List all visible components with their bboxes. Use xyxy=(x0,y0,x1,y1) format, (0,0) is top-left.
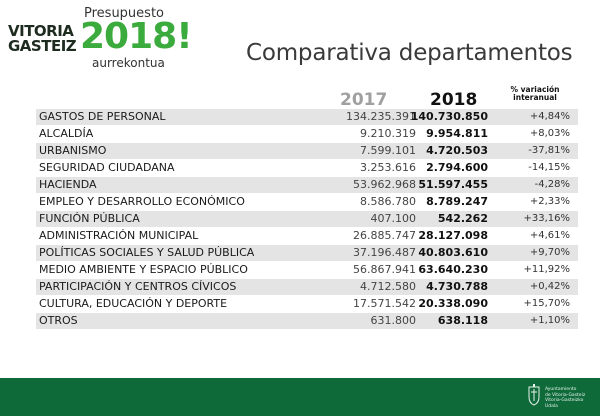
value-2018: 4.730.788 xyxy=(426,280,488,293)
value-2018: 140.730.850 xyxy=(410,110,488,123)
table-row: SEGURIDAD CIUDADANA 3.253.616 2.794.600 … xyxy=(36,160,578,177)
value-2018: 638.118 xyxy=(437,314,488,327)
value-2018: 28.127.098 xyxy=(418,229,488,242)
dept-name: OTROS xyxy=(39,314,78,327)
value-2018: 2.794.600 xyxy=(426,161,488,174)
value-2018: 542.262 xyxy=(437,212,488,225)
dept-name: ADMINISTRACIÓN MUNICIPAL xyxy=(39,229,199,242)
logo-city-line1: VITORIA xyxy=(8,22,74,40)
dept-name: EMPLEO Y DESARROLLO ECONÓMICO xyxy=(39,195,245,208)
coat-of-arms-icon xyxy=(528,384,540,406)
logo-year: 2018! xyxy=(80,16,193,57)
table-row: MEDIO AMBIENTE Y ESPACIO PÚBLICO 56.867.… xyxy=(36,262,578,279)
table-row: CULTURA, EDUCACIÓN Y DEPORTE 17.571.542 … xyxy=(36,296,578,313)
variation-pct: +4,84% xyxy=(529,111,570,122)
value-2017: 53.962.968 xyxy=(353,178,416,191)
value-2018: 9.954.811 xyxy=(426,127,488,140)
table-row: ALCALDÍA 9.210.319 9.954.811 +8,03% xyxy=(36,126,578,143)
dept-name: MEDIO AMBIENTE Y ESPACIO PÚBLICO xyxy=(39,263,248,276)
variation-pct: +11,92% xyxy=(523,264,570,275)
dept-name: SEGURIDAD CIUDADANA xyxy=(39,161,175,174)
value-2018: 63.640.230 xyxy=(418,263,488,276)
variation-pct: -37,81% xyxy=(528,145,570,156)
variation-pct: +4,61% xyxy=(529,230,570,241)
table-row: GASTOS DE PERSONAL 134.235.391 140.730.8… xyxy=(36,109,578,126)
table-row: ADMINISTRACIÓN MUNICIPAL 26.885.747 28.1… xyxy=(36,228,578,245)
table-row: FUNCIÓN PÚBLICA 407.100 542.262 +33,16% xyxy=(36,211,578,228)
value-2017: 17.571.542 xyxy=(353,297,416,310)
value-2017: 3.253.616 xyxy=(360,161,416,174)
budget-table: GASTOS DE PERSONAL 134.235.391 140.730.8… xyxy=(36,109,578,330)
table-row: POLÍTICAS SOCIALES Y SALUD PÚBLICA 37.19… xyxy=(36,245,578,262)
footer-bar: Ayuntamiento de Vitoria-Gasteiz Vitoria-… xyxy=(0,378,600,416)
variation-pct: +9,70% xyxy=(529,247,570,258)
variation-header-line1: % variación xyxy=(510,85,560,94)
column-header-variation: % variación interanual xyxy=(500,86,570,102)
dept-name: HACIENDA xyxy=(39,178,97,191)
city-council-label: Ayuntamiento de Vitoria-Gasteiz Vitoria-… xyxy=(545,387,599,409)
dept-name: URBANISMO xyxy=(39,144,107,157)
value-2017: 56.867.941 xyxy=(353,263,416,276)
table-row: URBANISMO 7.599.101 4.720.503 -37,81% xyxy=(36,143,578,160)
column-header-2018: 2018 xyxy=(430,90,478,110)
dept-name: FUNCIÓN PÚBLICA xyxy=(39,212,140,225)
value-2018: 20.338.090 xyxy=(418,297,488,310)
dept-name: PARTICIPACIÓN Y CENTROS CÍVICOS xyxy=(39,280,237,293)
dept-name: POLÍTICAS SOCIALES Y SALUD PÚBLICA xyxy=(39,246,255,259)
council-line4: Udala xyxy=(545,403,558,409)
value-2018: 40.803.610 xyxy=(418,246,488,259)
value-2018: 8.789.247 xyxy=(426,195,488,208)
value-2017: 407.100 xyxy=(370,212,417,225)
council-line3: Vitoria-Gasteizko xyxy=(545,398,584,403)
value-2017: 26.885.747 xyxy=(353,229,416,242)
page-title: Comparativa departamentos xyxy=(246,40,573,66)
variation-pct: -14,15% xyxy=(528,162,570,173)
value-2017: 8.586.780 xyxy=(360,195,416,208)
table-row: EMPLEO Y DESARROLLO ECONÓMICO 8.586.780 … xyxy=(36,194,578,211)
dept-name: CULTURA, EDUCACIÓN Y DEPORTE xyxy=(39,297,228,310)
variation-pct: +1,10% xyxy=(529,315,570,326)
value-2017: 631.800 xyxy=(370,314,417,327)
logo-city: VITORIA GASTEIZ xyxy=(8,24,80,54)
council-line2: de Vitoria-Gasteiz xyxy=(545,392,586,398)
variation-header-line2: interanual xyxy=(513,93,557,102)
variation-pct: +15,70% xyxy=(523,298,570,309)
table-row: HACIENDA 53.962.968 51.597.455 -4,28% xyxy=(36,177,578,194)
logo-presupuesto: Presupuesto xyxy=(84,6,164,21)
variation-pct: +8,03% xyxy=(529,128,570,139)
variation-pct: +2,33% xyxy=(529,196,570,207)
value-2017: 134.235.391 xyxy=(346,110,416,123)
table-row: OTROS 631.800 638.118 +1,10% xyxy=(36,313,578,330)
variation-pct: +0,42% xyxy=(529,281,570,292)
value-2017: 9.210.319 xyxy=(360,127,416,140)
value-2017: 37.196.487 xyxy=(353,246,416,259)
table-row: PARTICIPACIÓN Y CENTROS CÍVICOS 4.712.58… xyxy=(36,279,578,296)
value-2018: 4.720.503 xyxy=(426,144,488,157)
value-2018: 51.597.455 xyxy=(418,178,488,191)
dept-name: GASTOS DE PERSONAL xyxy=(39,110,166,123)
variation-pct: +33,16% xyxy=(523,213,570,224)
logo-subtitle: aurrekontua xyxy=(92,56,165,70)
column-header-2017: 2017 xyxy=(340,90,388,110)
dept-name: ALCALDÍA xyxy=(39,127,94,140)
logo-city-line2: GASTEIZ xyxy=(8,37,77,55)
council-line1: Ayuntamiento xyxy=(545,387,577,392)
value-2017: 7.599.101 xyxy=(360,144,416,157)
variation-pct: -4,28% xyxy=(534,179,570,190)
budget-logo: Presupuesto VITORIA GASTEIZ 2018! aurrek… xyxy=(8,6,193,76)
value-2017: 4.712.580 xyxy=(360,280,416,293)
